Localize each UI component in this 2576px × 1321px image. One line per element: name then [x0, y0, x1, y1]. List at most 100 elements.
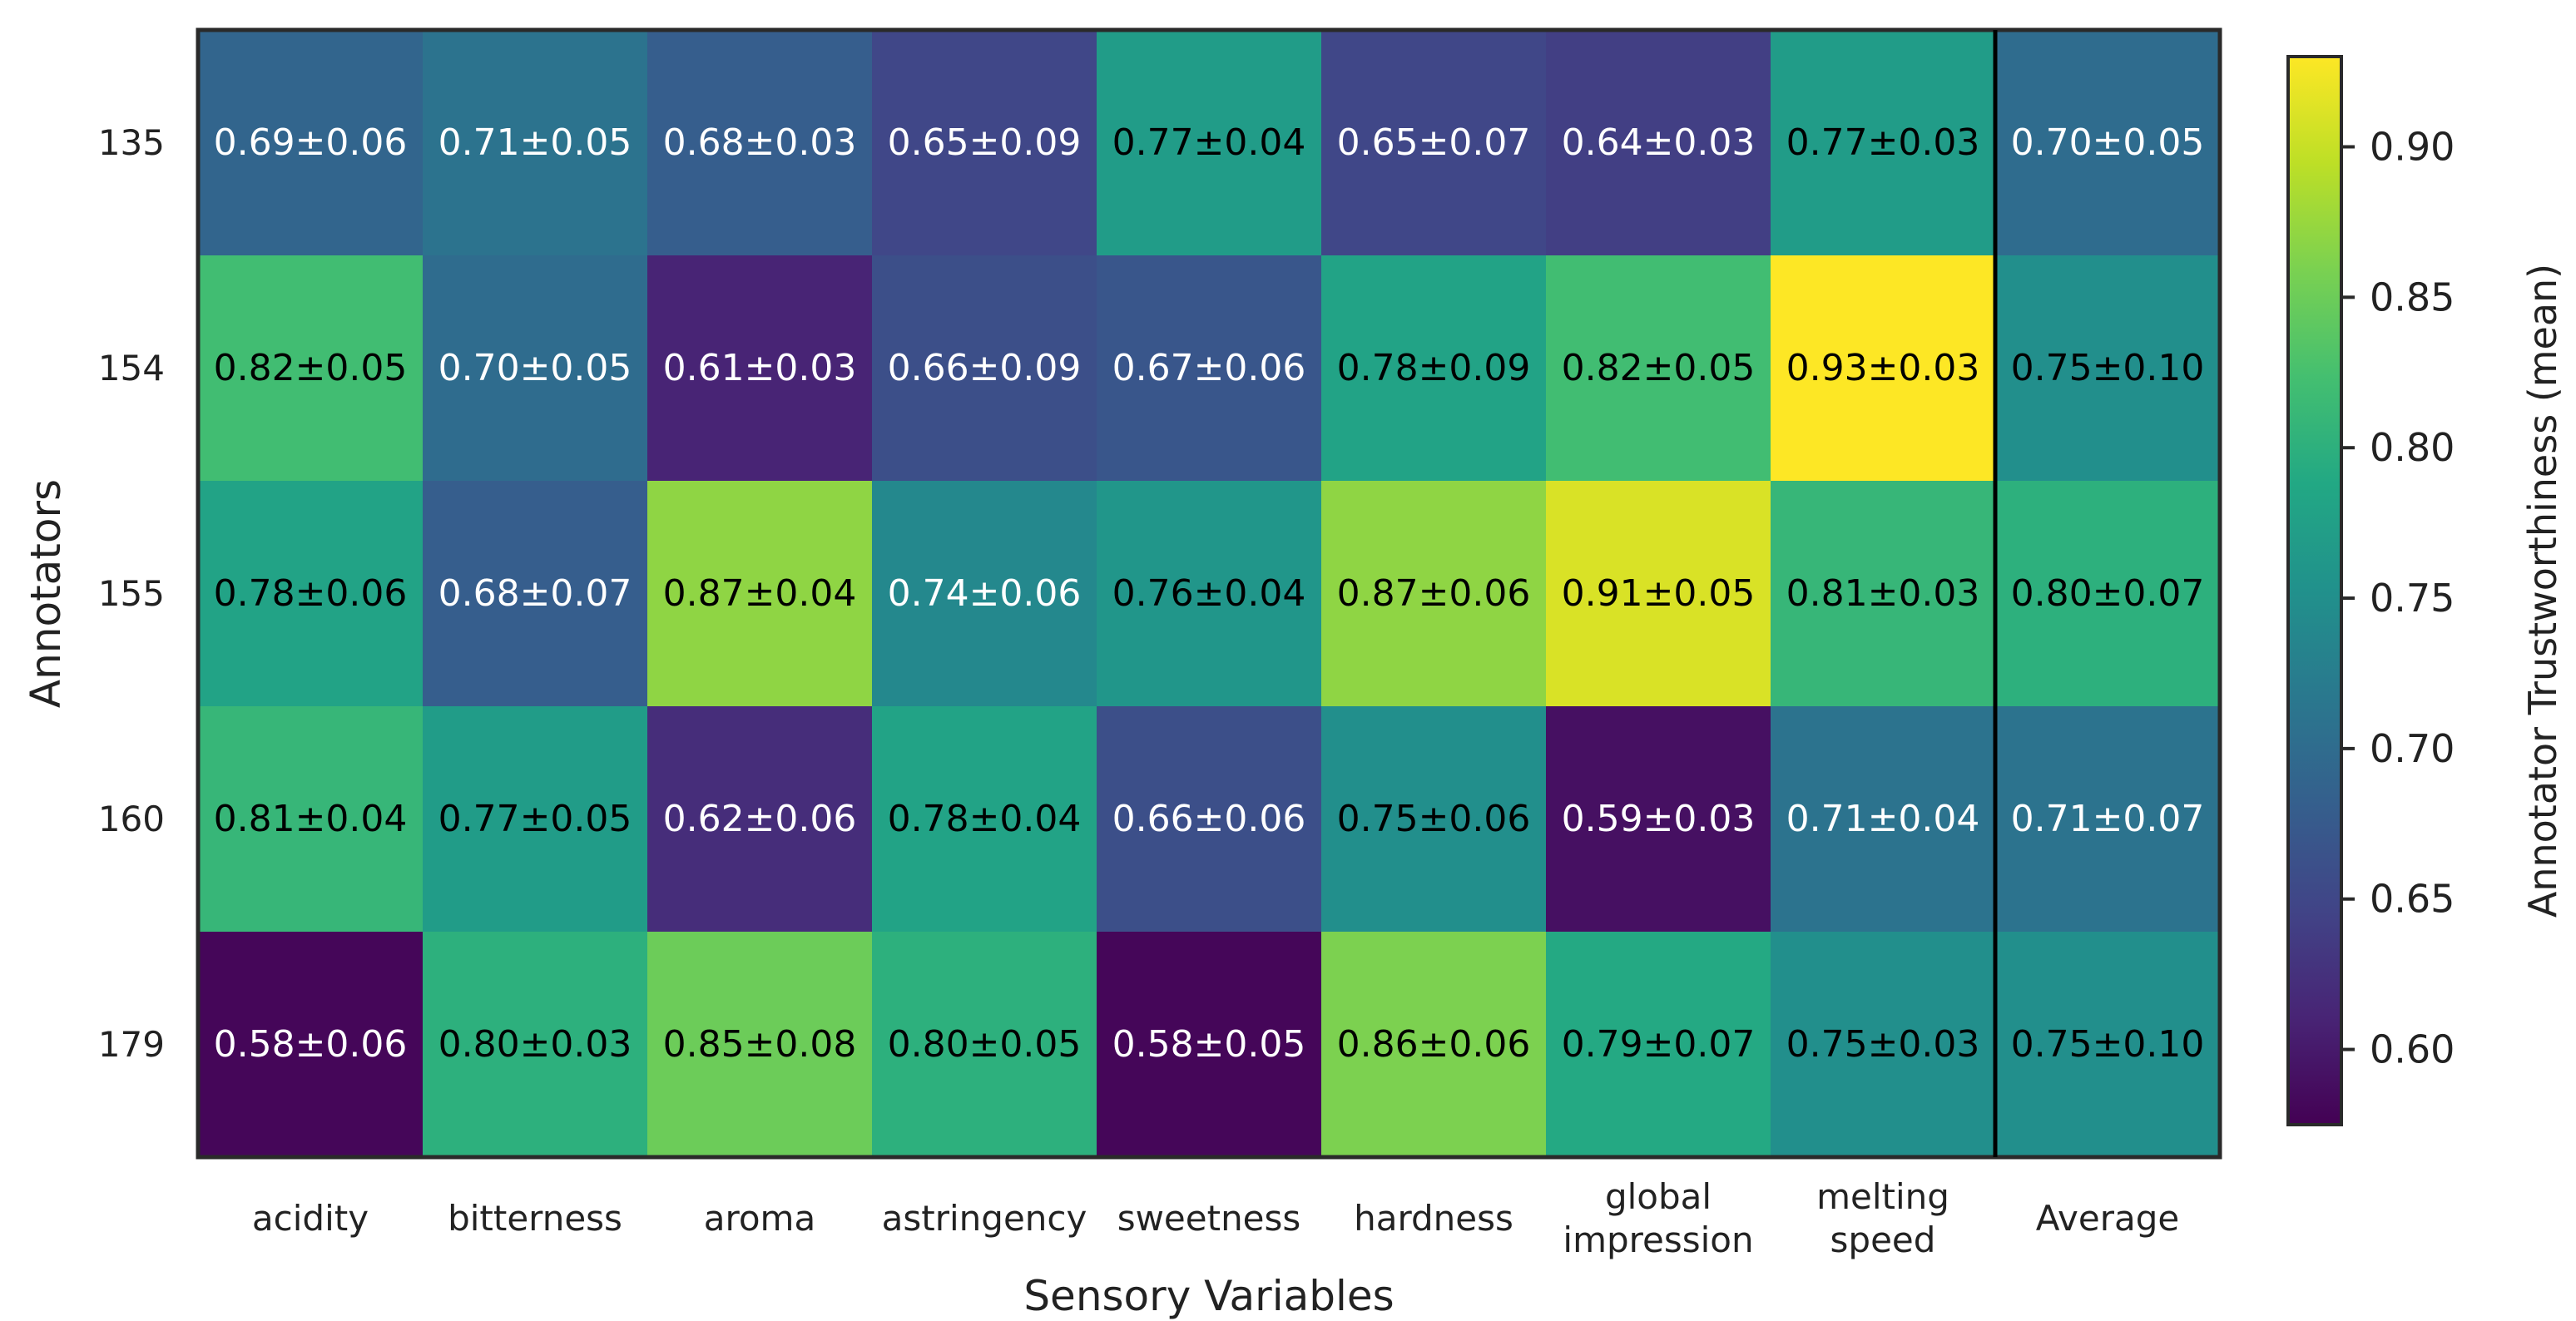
heatmap-cell: [1995, 932, 2221, 1158]
colorbar-gradient: [2286, 55, 2343, 1126]
heatmap-cell: [1097, 481, 1322, 707]
heatmap-cell: [647, 255, 873, 482]
heatmap-cell: [1321, 481, 1547, 707]
heatmap-cell: [1771, 255, 1996, 482]
x-tick-label: sweetness: [1117, 1198, 1301, 1239]
y-axis-label: Annotators: [22, 479, 70, 708]
colorbar-tick-label: 0.65: [2370, 877, 2455, 922]
x-tick-labels: acidity bitterness aroma astringency sweetne…: [252, 1176, 2179, 1260]
x-tick-label: hardness: [1354, 1198, 1513, 1239]
cell-value-label: 0.71±0.05: [438, 121, 632, 164]
heatmap-cell: [423, 706, 648, 933]
cell-value-label: 0.91±0.05: [1562, 572, 1756, 615]
cell-value-label: 0.78±0.09: [1337, 347, 1531, 389]
heatmap-cell: [1097, 932, 1322, 1158]
heatmap-cells: [198, 30, 2221, 1158]
y-tick-labels: 135 154 155 160 179: [98, 122, 165, 1065]
cell-value-label: 0.85±0.08: [663, 1023, 857, 1066]
cell-value-label: 0.80±0.03: [438, 1023, 632, 1066]
cell-value-label: 0.70±0.05: [2011, 121, 2205, 164]
cell-value-label: 0.58±0.05: [1112, 1023, 1306, 1066]
cell-value-label: 0.58±0.06: [214, 1023, 408, 1066]
heatmap-cell: [1321, 932, 1547, 1158]
cell-value-label: 0.65±0.07: [1337, 121, 1531, 164]
heatmap-cell: [1097, 706, 1322, 933]
heatmap-cell: [198, 932, 424, 1158]
heatmap-cell: [1995, 481, 2221, 707]
heatmap-cell: [423, 255, 648, 482]
cell-value-label: 0.66±0.09: [888, 347, 1082, 389]
cell-value-label: 0.75±0.10: [2011, 347, 2205, 389]
x-tick-label: melting speed: [1816, 1176, 1949, 1260]
heatmap-cell: [647, 932, 873, 1158]
colorbar-tick-label: 0.90: [2370, 125, 2455, 170]
heatmap-cell: [1995, 706, 2221, 933]
cell-value-label: 0.80±0.07: [2011, 572, 2205, 615]
heatmap-cell: [1771, 706, 1996, 933]
cell-value-label: 0.76±0.04: [1112, 572, 1306, 615]
heatmap-cell: [647, 706, 873, 933]
cell-value-label: 0.70±0.05: [438, 347, 632, 389]
cell-value-label: 0.87±0.06: [1337, 572, 1531, 615]
cell-value-label: 0.75±0.06: [1337, 798, 1531, 840]
heatmap-cell: [872, 255, 1097, 482]
y-tick-label: 154: [98, 348, 165, 388]
colorbar-tick-label: 0.70: [2370, 726, 2455, 771]
cell-value-label: 0.71±0.04: [1786, 798, 1980, 840]
heatmap-cell: [1321, 30, 1547, 256]
cell-value-label: 0.81±0.03: [1786, 572, 1980, 615]
heatmap-cell: [1771, 30, 1996, 256]
cell-value-label: 0.59±0.03: [1562, 798, 1756, 840]
heatmap-cell: [198, 30, 424, 256]
x-tick-label: aroma: [704, 1198, 815, 1239]
x-axis-label: Sensory Variables: [1023, 1272, 1394, 1320]
y-tick-label: 179: [98, 1024, 165, 1065]
colorbar-tick-label: 0.60: [2370, 1027, 2455, 1072]
heatmap-cell: [198, 255, 424, 482]
cell-value-label: 0.71±0.07: [2011, 798, 2205, 840]
heatmap-cell: [1995, 255, 2221, 482]
heatmap-cell: [198, 481, 424, 707]
heatmap-cell: [872, 706, 1097, 933]
heatmap-cell: [1771, 481, 1996, 707]
heatmap-cell: [872, 481, 1097, 707]
heatmap-cell: [1321, 255, 1547, 482]
y-tick-label: 135: [98, 122, 165, 163]
heatmap-cell: [872, 932, 1097, 1158]
x-tick-label: bitterness: [448, 1198, 622, 1239]
heatmap-cell: [1546, 481, 1771, 707]
cell-value-label: 0.77±0.05: [438, 798, 632, 840]
x-tick-label: global impression: [1563, 1176, 1753, 1260]
heatmap-cell: [1546, 706, 1771, 933]
cell-value-label: 0.78±0.04: [888, 798, 1082, 840]
cell-value-label: 0.69±0.06: [214, 121, 408, 164]
cell-value-label: 0.80±0.05: [888, 1023, 1082, 1066]
heatmap-cell: [872, 30, 1097, 256]
cell-value-label: 0.66±0.06: [1112, 798, 1306, 840]
heatmap-cell: [423, 30, 648, 256]
cell-value-label: 0.81±0.04: [214, 798, 408, 840]
plot-frame: [196, 27, 2222, 1160]
cell-value-label: 0.79±0.07: [1562, 1023, 1756, 1066]
cell-value-label: 0.87±0.04: [663, 572, 857, 615]
colorbar-tick-label: 0.75: [2370, 576, 2455, 621]
heatmap-cell: [1771, 932, 1996, 1158]
cell-value-label: 0.62±0.06: [663, 798, 857, 840]
colorbar-ticks: 0.60 0.65 0.70 0.75 0.80 0.85 0.90: [2341, 125, 2455, 1072]
cell-value-label: 0.68±0.03: [663, 121, 857, 164]
cell-value-label: 0.67±0.06: [1112, 347, 1306, 389]
heatmap-cell: [1546, 932, 1771, 1158]
colorbar-tick-label: 0.80: [2370, 425, 2455, 470]
y-tick-label: 160: [98, 799, 165, 839]
heatmap-cell: [1995, 30, 2221, 256]
cell-annotations: 0.69±0.06 0.71±0.05 0.68±0.03 0.65±0.09 0.77…: [214, 121, 2205, 1066]
heatmap-cell: [1546, 255, 1771, 482]
heatmap-cell: [647, 30, 873, 256]
cell-value-label: 0.68±0.07: [438, 572, 632, 615]
heatmap-cell: [198, 706, 424, 933]
cell-value-label: 0.82±0.05: [1562, 347, 1756, 389]
cell-value-label: 0.64±0.03: [1562, 121, 1756, 164]
cell-value-label: 0.77±0.04: [1112, 121, 1306, 164]
x-tick-label: astringency: [882, 1198, 1087, 1239]
